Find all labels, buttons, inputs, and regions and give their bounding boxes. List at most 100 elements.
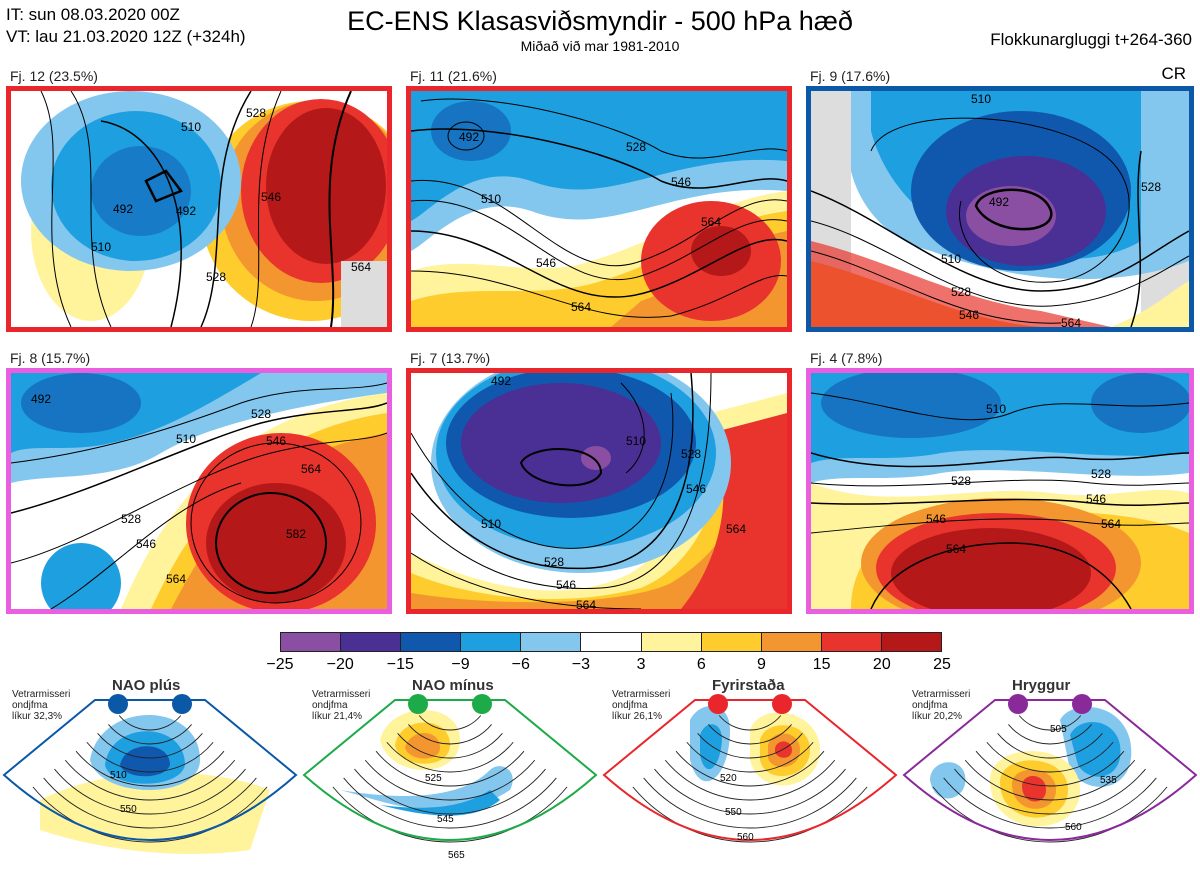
cluster-map-6-svg: 510 528 528 546 564 546 564 (811, 373, 1189, 609)
svg-text:546: 546 (556, 578, 576, 592)
colorbar-swatch (761, 633, 822, 651)
colorbar-swatch (641, 633, 702, 651)
svg-text:528: 528 (1091, 467, 1111, 481)
regime-note-line: ondjfma (912, 700, 948, 711)
height-contour (697, 733, 803, 759)
regime-name: NAO mínus (412, 677, 494, 694)
regime-marker-dot (1072, 694, 1092, 714)
cr-label: CR (1161, 64, 1186, 83)
colorbar-tick-label: −25 (266, 656, 294, 673)
svg-text:564: 564 (571, 300, 591, 314)
svg-text:492: 492 (176, 204, 196, 218)
regime-note-line: líkur 20,2% (912, 711, 963, 722)
svg-text:510: 510 (176, 432, 196, 446)
regime-note: Vetrarmisseri ondjfma líkur 32,3% (12, 689, 70, 722)
regime-note: Vetrarmisseri ondjfma líkur 20,2% (912, 689, 970, 722)
panel-label-6: Fj. 4 (7.8%) (810, 350, 883, 366)
contour-label: 505 (1050, 724, 1067, 735)
svg-text:564: 564 (726, 522, 746, 536)
height-contour (654, 768, 846, 815)
regime-map: 520 550 560 (602, 699, 898, 843)
colorbar-tick-label: 3 (636, 656, 646, 673)
svg-text:510: 510 (986, 402, 1006, 416)
svg-text:564: 564 (301, 462, 321, 476)
regime-note-line: ondjfma (612, 700, 648, 711)
height-contour (86, 741, 214, 773)
svg-text:546: 546 (686, 482, 706, 496)
svg-text:528: 528 (544, 555, 564, 569)
panel-label-1: Fj. 12 (23.5%) (10, 68, 98, 84)
svg-text:528: 528 (626, 140, 646, 154)
height-contour (632, 786, 868, 843)
regime-note-line: líkur 21,4% (312, 711, 363, 722)
regime-map: 510 550 (2, 699, 298, 854)
height-contour (418, 715, 482, 731)
svg-text:564: 564 (1061, 316, 1081, 327)
svg-text:546: 546 (1086, 492, 1106, 506)
svg-text:546: 546 (671, 175, 691, 189)
contour-label: 520 (720, 773, 737, 784)
panel-label-4: Fj. 8 (15.7%) (10, 350, 91, 366)
anomaly-area (930, 762, 966, 799)
regime-note: Vetrarmisseri ondjfma líkur 21,4% (312, 689, 370, 722)
regime-marker-dot (772, 694, 792, 714)
height-contour (332, 786, 568, 843)
svg-text:510: 510 (626, 434, 646, 448)
height-contour (54, 768, 246, 815)
regime-name: NAO plús (112, 677, 181, 694)
regime-note-line: ondjfma (312, 700, 348, 711)
svg-text:564: 564 (701, 215, 721, 229)
regime-marker-dot (172, 694, 192, 714)
cluster-map-6: 510 528 528 546 564 546 564 (806, 368, 1194, 614)
svg-text:528: 528 (951, 474, 971, 488)
regime-marker-dot (472, 694, 492, 714)
cluster-map-1: 492 492 510 528 546 564 510 528 (6, 86, 392, 332)
cluster-map-2-svg: 492 510 528 546 564 546 564 (411, 91, 787, 327)
svg-text:546: 546 (536, 256, 556, 270)
contour-label: 535 (1100, 775, 1117, 786)
svg-text:528: 528 (246, 106, 266, 120)
regime-map-outline (902, 699, 1198, 841)
colorbar-tick-label: −3 (571, 656, 591, 673)
anomaly-area (340, 766, 513, 811)
cluster-map-5-svg: 492 510 510 528 546 564 528 546 564 (411, 373, 787, 609)
svg-text:546: 546 (926, 512, 946, 526)
regime-map: 525 545 565 (302, 699, 598, 861)
height-contour (1008, 724, 1092, 745)
colorbar-tick-label: −20 (326, 656, 354, 673)
svg-text:510: 510 (971, 92, 991, 106)
contour-label: 525 (425, 773, 442, 784)
anomaly-area (40, 772, 270, 854)
regime-name: Hryggur (1012, 677, 1071, 694)
contour-label: 560 (1065, 822, 1082, 833)
regime-note-line: Vetrarmisseri (12, 689, 71, 700)
height-contour (1018, 715, 1082, 731)
height-contour (64, 759, 236, 801)
regime-marker-dot (1008, 694, 1028, 714)
svg-text:492: 492 (989, 195, 1009, 209)
svg-text:582: 582 (286, 527, 306, 541)
anomaly-area (120, 746, 170, 777)
window-label: Flokkunargluggi t+264-360 (990, 30, 1192, 49)
height-contour (75, 750, 225, 787)
contour-label: 565 (448, 850, 465, 861)
anomaly-area (1070, 722, 1121, 777)
anomaly-area (1022, 775, 1046, 802)
height-contour (408, 724, 492, 745)
height-contour (718, 715, 782, 731)
regime-map-outline (602, 699, 898, 841)
svg-text:546: 546 (959, 308, 979, 322)
svg-text:492: 492 (31, 392, 51, 406)
height-contour (118, 715, 182, 731)
valid-time: VT: lau 21.03.2020 12Z (+324h) (6, 27, 246, 46)
svg-text:510: 510 (481, 517, 501, 531)
height-contour (643, 777, 857, 829)
cluster-map-1-svg: 492 492 510 528 546 564 510 528 (11, 91, 387, 327)
svg-text:546: 546 (266, 434, 286, 448)
anomaly-area (380, 790, 500, 816)
initial-time: IT: sun 08.03.2020 00Z (6, 5, 180, 24)
height-contour (686, 741, 814, 773)
height-contour (708, 724, 792, 745)
colorbar-tick-label: −9 (451, 656, 470, 673)
